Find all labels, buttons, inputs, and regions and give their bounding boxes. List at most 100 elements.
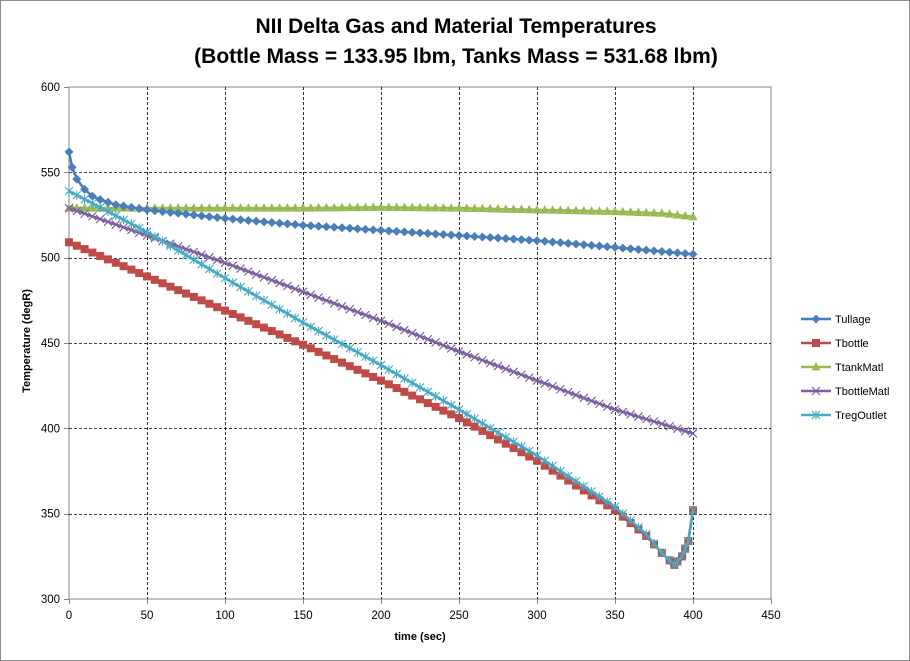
data-point-TregOutlet bbox=[376, 360, 386, 370]
data-point-Tullage bbox=[87, 191, 97, 201]
data-point-Tbottle bbox=[408, 391, 417, 400]
data-point-TtankMatl bbox=[571, 205, 581, 215]
data-point-TregOutlet bbox=[587, 486, 596, 496]
data-point-TbottleMatl bbox=[345, 304, 355, 314]
data-point-Tullage bbox=[470, 232, 480, 242]
data-point-TtankMatl bbox=[399, 202, 409, 212]
data-point-TbottleMatl bbox=[72, 206, 82, 216]
data-point-TregOutlet bbox=[392, 369, 401, 379]
data-point-TregOutlet bbox=[228, 278, 238, 288]
data-point-Tullage bbox=[368, 225, 378, 235]
data-point-Tullage bbox=[72, 174, 82, 184]
data-point-TbottleMatl bbox=[119, 222, 129, 232]
data-point-TtankMatl bbox=[337, 202, 347, 212]
data-point-TbottleMatl bbox=[111, 220, 121, 229]
data-point-Tullage bbox=[587, 240, 597, 250]
data-point-Tullage bbox=[329, 222, 339, 232]
data-point-Tbottle bbox=[509, 443, 518, 452]
data-point-Tullage bbox=[119, 201, 129, 211]
data-point-TtankMatl bbox=[165, 203, 175, 212]
data-point-TregOutlet bbox=[64, 186, 74, 196]
series-layer bbox=[64, 147, 698, 570]
data-point-Tbottle bbox=[369, 372, 378, 381]
data-point-TbottleMatl bbox=[477, 355, 487, 365]
data-point-TtankMatl bbox=[259, 203, 269, 212]
data-point-Tbottle bbox=[486, 431, 495, 440]
data-point-TregOutlet bbox=[677, 551, 687, 561]
data-point-TbottleMatl bbox=[657, 419, 667, 429]
data-point-TregOutlet bbox=[353, 347, 362, 357]
data-point-TbottleMatl bbox=[470, 352, 480, 362]
data-point-TtankMatl bbox=[485, 203, 495, 213]
data-point-TbottleMatl bbox=[563, 387, 573, 397]
legend-item-TtankMatl: TtankMatl bbox=[801, 362, 883, 374]
data-point-Tullage bbox=[392, 226, 402, 236]
data-point-Tullage bbox=[298, 220, 308, 230]
x-tick-label: 150 bbox=[293, 610, 312, 622]
data-point-TregOutlet bbox=[197, 259, 206, 269]
data-point-TtankMatl bbox=[376, 202, 386, 211]
legend-label: TbottleMatl bbox=[835, 386, 889, 398]
data-point-Tullage bbox=[345, 223, 355, 233]
data-point-TbottleMatl bbox=[516, 370, 526, 380]
data-point-TregOutlet bbox=[415, 382, 425, 392]
data-point-TregOutlet bbox=[423, 387, 433, 397]
data-point-Tullage bbox=[501, 234, 511, 244]
data-point-TregOutlet bbox=[524, 446, 534, 456]
data-point-TbottleMatl bbox=[493, 361, 503, 371]
data-point-TregOutlet bbox=[454, 405, 464, 415]
data-point-Tullage bbox=[610, 242, 620, 252]
legend-swatch-marker bbox=[812, 339, 820, 347]
data-point-Tullage bbox=[376, 225, 386, 235]
y-tick-label: 600 bbox=[41, 82, 60, 94]
data-point-Tullage bbox=[111, 200, 121, 210]
data-point-TregOutlet bbox=[634, 522, 643, 532]
data-point-TbottleMatl bbox=[220, 258, 230, 268]
data-point-TregOutlet bbox=[251, 291, 261, 301]
data-point-TbottleMatl bbox=[298, 287, 308, 297]
data-point-TregOutlet bbox=[649, 539, 659, 549]
data-point-TregOutlet bbox=[337, 339, 347, 349]
data-point-Tbottle bbox=[189, 292, 198, 301]
data-point-TbottleMatl bbox=[321, 296, 331, 305]
data-point-TtankMatl bbox=[267, 203, 277, 212]
data-point-TtankMatl bbox=[173, 203, 183, 212]
data-point-Tbottle bbox=[80, 245, 89, 254]
data-point-TbottleMatl bbox=[337, 301, 347, 311]
x-tick-label: 250 bbox=[449, 610, 468, 622]
data-point-TbottleMatl bbox=[423, 334, 433, 344]
data-point-TbottleMatl bbox=[392, 322, 402, 332]
data-point-TbottleMatl bbox=[236, 264, 246, 274]
data-point-TtankMatl bbox=[204, 203, 214, 212]
data-point-Tullage bbox=[649, 246, 659, 256]
data-point-TtankMatl bbox=[407, 202, 417, 212]
data-point-Tullage bbox=[509, 234, 519, 244]
x-tick-label: 0 bbox=[66, 610, 72, 622]
data-point-Tullage bbox=[462, 231, 472, 241]
data-point-TbottleMatl bbox=[501, 364, 511, 374]
data-point-Tullage bbox=[80, 184, 90, 194]
data-point-Tullage bbox=[251, 216, 261, 226]
data-point-Tbottle bbox=[353, 365, 362, 374]
data-point-Tullage bbox=[431, 229, 441, 239]
chart-title: NII Delta Gas and Material Temperatures bbox=[255, 15, 656, 38]
data-point-Tbottle bbox=[540, 461, 549, 470]
data-point-TregOutlet bbox=[532, 451, 542, 461]
data-point-Tullage bbox=[228, 214, 238, 224]
legend-item-TbottleMatl: TbottleMatl bbox=[801, 386, 889, 398]
x-tick-label: 450 bbox=[761, 610, 780, 622]
legend-swatch-marker bbox=[811, 362, 821, 371]
data-point-TbottleMatl bbox=[633, 412, 643, 422]
data-point-TregOutlet bbox=[626, 515, 635, 525]
data-point-Tullage bbox=[314, 221, 324, 231]
data-point-TtankMatl bbox=[633, 207, 643, 216]
data-point-Tbottle bbox=[338, 358, 346, 367]
data-point-TregOutlet bbox=[462, 409, 472, 419]
data-point-Tullage bbox=[360, 224, 370, 234]
legend-item-TregOutlet: TregOutlet bbox=[801, 410, 887, 422]
data-point-Tullage bbox=[158, 207, 168, 217]
data-point-TtankMatl bbox=[477, 203, 487, 213]
data-point-TtankMatl bbox=[672, 210, 682, 219]
legend-item-Tullage: Tullage bbox=[801, 314, 871, 326]
